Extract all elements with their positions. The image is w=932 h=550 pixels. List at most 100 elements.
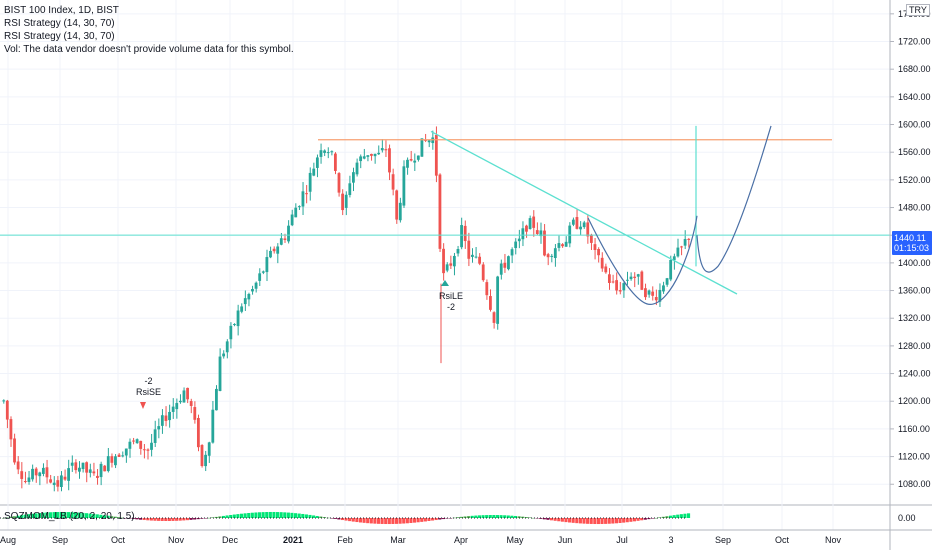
candle-body	[52, 482, 56, 486]
x-tick-label: Jul	[616, 535, 628, 545]
candle-body	[128, 441, 132, 449]
candle-body	[510, 249, 514, 256]
osc-bar	[218, 516, 222, 518]
currency-badge[interactable]: TRY	[906, 4, 930, 16]
osc-bar	[650, 518, 655, 519]
osc-bar	[12, 516, 16, 518]
osc-bar	[571, 518, 575, 523]
osc-bar	[171, 518, 175, 521]
osc-bar	[625, 518, 629, 523]
candle-body	[553, 248, 557, 259]
candle-body	[427, 140, 431, 143]
osc-bar	[279, 512, 283, 518]
candle-body	[355, 162, 359, 175]
symbol-title[interactable]: BIST 100 Index, 1D, BIST	[4, 5, 119, 16]
candle-body	[67, 468, 70, 481]
osc-bar	[495, 515, 500, 518]
osc-bar	[102, 515, 107, 518]
x-tick-label: Aug	[0, 535, 16, 545]
candle-body	[600, 257, 604, 269]
osc-bar	[81, 512, 85, 518]
short-signal-arrow	[140, 402, 146, 409]
osc-bar	[661, 516, 665, 518]
candle-body	[456, 249, 460, 254]
candle-body	[611, 281, 615, 283]
candle-body	[23, 481, 27, 483]
osc-bar	[175, 518, 179, 521]
candle-body	[81, 462, 85, 470]
candle-body	[582, 222, 586, 228]
candle-body	[370, 153, 373, 156]
candle-body	[687, 238, 691, 240]
long-signal-name: RsiLE	[439, 291, 464, 301]
osc-bar	[16, 515, 20, 518]
x-tick-label: Apr	[454, 535, 468, 545]
candle-body	[499, 263, 503, 275]
osc-bar	[676, 514, 680, 518]
osc-bar	[276, 512, 280, 518]
osc-bar	[239, 513, 244, 518]
candle-body	[305, 193, 308, 195]
osc-bar	[221, 515, 226, 518]
osc-bar	[431, 518, 435, 521]
osc-bar	[355, 518, 359, 523]
indicator-rsi-1[interactable]: RSI Strategy (14, 30, 70)	[4, 18, 115, 29]
osc-bar	[304, 514, 308, 518]
candle-body	[276, 246, 280, 254]
osc-bar	[153, 518, 157, 521]
osc-bar	[236, 514, 240, 518]
candle-body	[247, 293, 251, 300]
osc-bar	[84, 513, 89, 518]
candle-body	[514, 241, 518, 249]
candle-body	[290, 214, 294, 226]
candle-body	[243, 298, 247, 305]
osc-bar	[438, 518, 442, 520]
candle-body	[5, 400, 9, 420]
osc-bar	[394, 518, 399, 524]
candle-body	[618, 290, 622, 292]
osc-bar	[672, 515, 676, 518]
candle-body	[193, 407, 197, 420]
candle-body	[59, 475, 63, 488]
osc-tick-label: 0.00	[898, 513, 916, 523]
osc-bar	[189, 518, 193, 520]
osc-bar	[376, 518, 381, 524]
candle-body	[452, 255, 456, 267]
osc-bar	[575, 518, 579, 524]
osc-bar	[531, 517, 536, 519]
osc-bar	[387, 518, 391, 525]
osc-bar	[185, 518, 189, 521]
candle-body	[496, 276, 500, 324]
candle-body	[168, 411, 171, 421]
candle-body	[74, 462, 78, 471]
candle-body	[460, 225, 463, 248]
oscillator-label[interactable]: SQZMOM_LB (20, 2, 20, 1.5)	[4, 511, 135, 522]
candle-body	[341, 193, 344, 211]
osc-bar	[416, 518, 420, 523]
candle-body	[182, 390, 186, 403]
chart-legend: BIST 100 Index, 1D, BIST RSI Strategy (1…	[4, 4, 294, 56]
osc-bar	[604, 518, 608, 524]
osc-bar	[182, 518, 186, 521]
osc-bar	[369, 518, 373, 524]
osc-bar	[250, 512, 254, 518]
osc-bar	[34, 513, 38, 518]
candle-body	[373, 153, 377, 157]
osc-bar	[315, 515, 319, 518]
osc-bar	[647, 518, 651, 520]
x-tick-label: Mar	[390, 535, 406, 545]
osc-bar	[488, 515, 492, 518]
osc-bar	[683, 513, 687, 518]
osc-bar	[301, 513, 305, 518]
candle-body	[615, 280, 618, 291]
osc-bar	[568, 518, 572, 523]
candle-body	[528, 218, 532, 230]
osc-bar	[95, 514, 99, 518]
osc-bar	[131, 518, 135, 519]
osc-bar	[351, 518, 355, 522]
indicator-rsi-2[interactable]: RSI Strategy (14, 30, 70)	[4, 31, 115, 42]
last-price: 1440.11	[894, 233, 926, 243]
y-tick-label: 1080.00	[898, 479, 931, 489]
candle-body	[189, 401, 193, 406]
